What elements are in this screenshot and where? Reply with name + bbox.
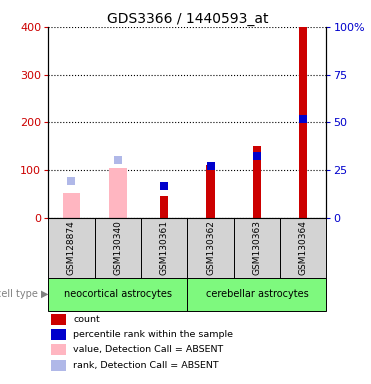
Text: GSM128874: GSM128874 — [67, 220, 76, 275]
Bar — [51, 314, 66, 325]
Bar — [299, 27, 308, 218]
Text: GSM130361: GSM130361 — [160, 220, 169, 275]
Bar — [51, 329, 66, 340]
Bar — [160, 195, 168, 218]
Text: count: count — [73, 315, 100, 324]
Bar — [206, 166, 215, 218]
Text: value, Detection Call = ABSENT: value, Detection Call = ABSENT — [73, 345, 223, 354]
Bar — [48, 218, 95, 278]
Text: cell type ▶: cell type ▶ — [0, 289, 48, 299]
Bar — [48, 278, 187, 311]
Bar — [187, 278, 326, 311]
Bar — [51, 344, 66, 355]
Bar — [51, 360, 66, 371]
Text: GSM130363: GSM130363 — [252, 220, 262, 275]
Text: cerebellar astrocytes: cerebellar astrocytes — [206, 289, 308, 299]
Bar — [141, 218, 187, 278]
Text: percentile rank within the sample: percentile rank within the sample — [73, 330, 233, 339]
Title: GDS3366 / 1440593_at: GDS3366 / 1440593_at — [106, 12, 268, 26]
Bar — [95, 218, 141, 278]
Bar — [187, 218, 234, 278]
Bar — [280, 218, 326, 278]
Bar — [109, 168, 127, 218]
Text: neocortical astrocytes: neocortical astrocytes — [64, 289, 172, 299]
Bar — [63, 193, 80, 218]
Text: GSM130362: GSM130362 — [206, 220, 215, 275]
Bar — [234, 218, 280, 278]
Text: GSM130340: GSM130340 — [113, 220, 122, 275]
Text: rank, Detection Call = ABSENT: rank, Detection Call = ABSENT — [73, 361, 219, 370]
Bar — [253, 146, 261, 218]
Text: GSM130364: GSM130364 — [299, 220, 308, 275]
